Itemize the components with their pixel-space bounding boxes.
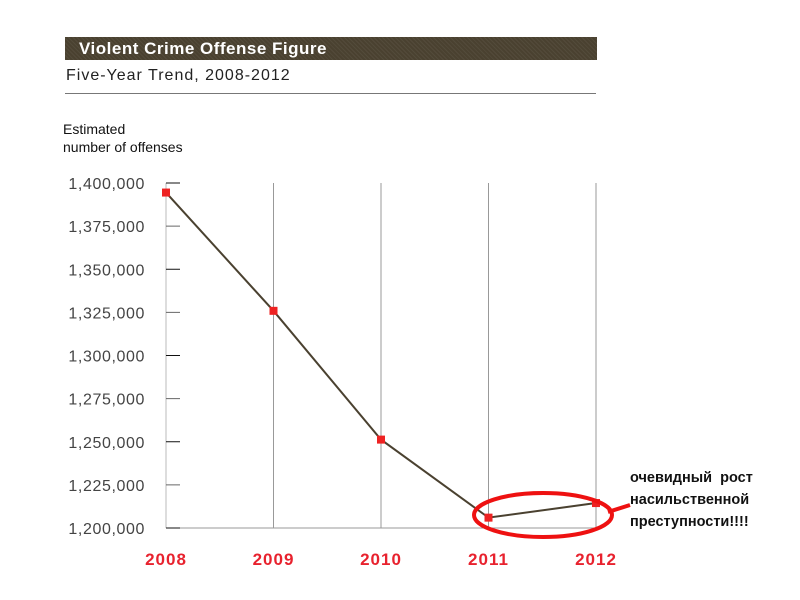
data-point	[484, 513, 493, 522]
annotation-line: очевидный рост	[630, 470, 753, 486]
chart-title-bar: Violent Crime Offense Figure	[65, 37, 597, 60]
y-tick-label: 1,325,000	[68, 305, 145, 322]
annotation-line: насильственной	[630, 492, 750, 508]
chart-subtitle: Five-Year Trend, 2008-2012	[66, 67, 291, 84]
y-tick-label: 1,275,000	[68, 392, 145, 409]
x-tick-label: 2012	[575, 550, 617, 569]
highlight-ellipse	[472, 491, 614, 539]
x-tick-label: 2011	[468, 550, 509, 569]
y-tick-label: 1,250,000	[68, 435, 145, 452]
x-tick-label: 2010	[360, 550, 402, 569]
y-tick-label: 1,300,000	[68, 349, 145, 366]
y-tick-label: 1,400,000	[68, 176, 145, 193]
annotation-line: преступности!!!!	[630, 514, 749, 530]
y-axis-label: Estimated number of offenses	[63, 120, 263, 156]
data-point	[269, 306, 278, 315]
annotation-pointer	[607, 503, 631, 514]
y-tick-label: 1,375,000	[68, 219, 145, 236]
annotation-text: очевидный рост насильственной преступнос…	[630, 467, 800, 533]
y-axis-label-line: number of offenses	[63, 139, 183, 155]
data-point	[162, 188, 170, 197]
divider	[65, 93, 596, 94]
data-point	[592, 499, 600, 508]
y-tick-label: 1,200,000	[68, 521, 145, 538]
y-tick-label: 1,350,000	[68, 262, 145, 279]
y-axis-label-line: Estimated	[63, 121, 126, 137]
x-tick-label: 2009	[253, 550, 295, 569]
chart-title: Violent Crime Offense Figure	[79, 39, 327, 58]
data-point	[377, 435, 385, 444]
x-tick-label: 2008	[145, 550, 187, 569]
y-tick-label: 1,225,000	[68, 478, 145, 495]
